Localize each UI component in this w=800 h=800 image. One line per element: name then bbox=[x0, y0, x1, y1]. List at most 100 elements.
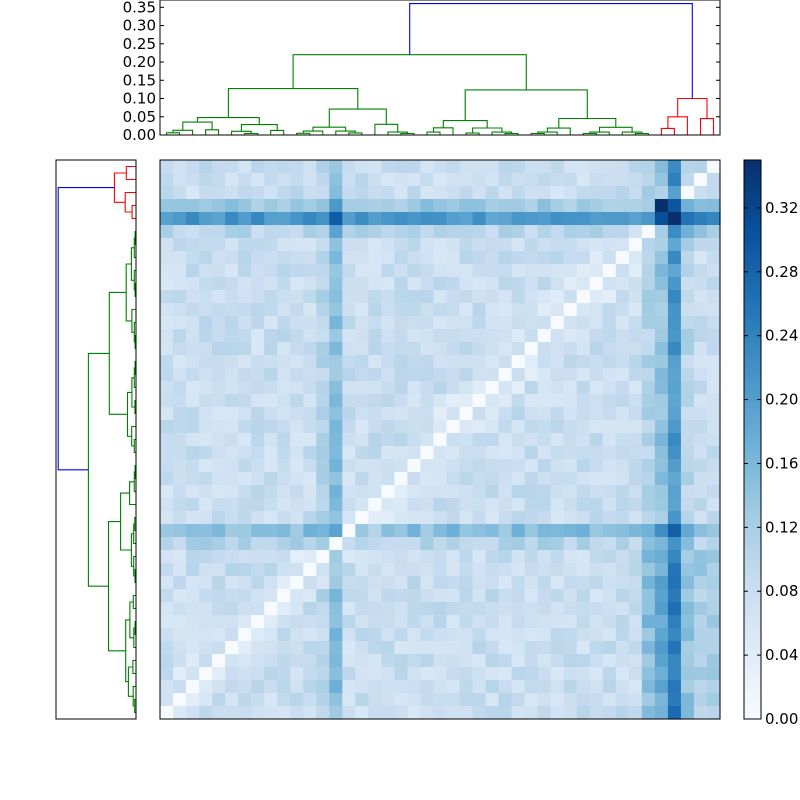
heatmap-cell bbox=[329, 511, 343, 525]
heatmap-cell bbox=[706, 407, 721, 421]
heatmap-cell bbox=[433, 602, 448, 616]
heatmap-cell bbox=[602, 329, 617, 343]
heatmap-cell bbox=[680, 485, 695, 499]
heatmap-cell bbox=[186, 680, 200, 694]
heatmap-cell bbox=[199, 446, 213, 460]
heatmap-cell bbox=[420, 615, 435, 629]
heatmap-cell bbox=[277, 251, 291, 265]
heatmap-cell bbox=[394, 693, 409, 707]
heatmap-cell bbox=[615, 524, 630, 538]
heatmap-cell bbox=[693, 446, 708, 460]
heatmap-cell bbox=[459, 433, 474, 447]
heatmap-cell bbox=[277, 667, 291, 681]
heatmap-cell bbox=[160, 511, 174, 525]
heatmap-cell bbox=[251, 199, 265, 213]
heatmap-cell bbox=[667, 290, 682, 304]
heatmap-cell bbox=[524, 485, 539, 499]
heatmap-cell bbox=[446, 160, 461, 174]
heatmap-cell bbox=[303, 225, 317, 239]
heatmap-cell bbox=[264, 329, 278, 343]
heatmap-cell bbox=[225, 706, 239, 720]
heatmap-cell bbox=[303, 368, 317, 382]
heatmap-cell bbox=[576, 290, 591, 304]
heatmap-cell bbox=[472, 186, 487, 200]
heatmap-cell bbox=[602, 433, 617, 447]
heatmap-cell bbox=[563, 459, 578, 473]
heatmap-cell bbox=[550, 316, 565, 330]
heatmap-cell bbox=[342, 238, 356, 252]
heatmap-cell bbox=[472, 511, 487, 525]
heatmap-cell bbox=[394, 550, 409, 564]
heatmap-cell bbox=[667, 225, 682, 239]
heatmap-cell bbox=[355, 628, 369, 642]
heatmap-cell bbox=[641, 433, 656, 447]
heatmap-cell bbox=[667, 381, 682, 395]
heatmap-cell bbox=[602, 472, 617, 486]
heatmap-cell bbox=[238, 589, 252, 603]
heatmap-cell bbox=[173, 433, 187, 447]
heatmap-cell bbox=[589, 173, 604, 187]
heatmap-cell bbox=[615, 381, 630, 395]
heatmap-cell bbox=[264, 264, 278, 278]
heatmap-cell bbox=[290, 316, 304, 330]
heatmap-cell bbox=[329, 589, 343, 603]
heatmap-cell bbox=[342, 654, 356, 668]
heatmap-cell bbox=[394, 368, 409, 382]
heatmap-cell bbox=[368, 290, 382, 304]
heatmap-cell bbox=[368, 264, 382, 278]
heatmap-cell bbox=[433, 212, 448, 226]
heatmap-cell bbox=[511, 511, 526, 525]
heatmap-cell bbox=[199, 407, 213, 421]
heatmap-cell bbox=[680, 329, 695, 343]
heatmap-cell bbox=[238, 160, 252, 174]
heatmap-cell bbox=[212, 576, 226, 590]
heatmap-cell bbox=[212, 459, 226, 473]
y-tick-label: 0.00 bbox=[123, 126, 156, 144]
heatmap-cell bbox=[641, 212, 656, 226]
heatmap-cell bbox=[589, 381, 604, 395]
heatmap-cell bbox=[251, 264, 265, 278]
heatmap-cell bbox=[420, 498, 435, 512]
heatmap-cell bbox=[303, 251, 317, 265]
heatmap-cell bbox=[498, 498, 513, 512]
heatmap-cell bbox=[485, 342, 500, 356]
heatmap-cell bbox=[680, 160, 695, 174]
heatmap-cell bbox=[329, 355, 343, 369]
heatmap-cell bbox=[550, 706, 565, 720]
heatmap-cell bbox=[680, 277, 695, 291]
heatmap-cell bbox=[602, 290, 617, 304]
heatmap-cell bbox=[394, 316, 409, 330]
heatmap-cell bbox=[667, 342, 682, 356]
heatmap-cell bbox=[160, 316, 174, 330]
heatmap-cell bbox=[238, 368, 252, 382]
heatmap-cell bbox=[680, 537, 695, 551]
heatmap-cell bbox=[485, 251, 500, 265]
heatmap-cell bbox=[511, 394, 526, 408]
heatmap-cell bbox=[355, 394, 369, 408]
heatmap-cell bbox=[407, 563, 422, 577]
heatmap-cell bbox=[225, 589, 239, 603]
heatmap-cell bbox=[446, 628, 461, 642]
heatmap-cell bbox=[472, 680, 487, 694]
heatmap-cell bbox=[303, 355, 317, 369]
heatmap-cell bbox=[511, 615, 526, 629]
heatmap-cell bbox=[303, 420, 317, 434]
heatmap-cell bbox=[342, 186, 356, 200]
heatmap-cell bbox=[329, 368, 343, 382]
heatmap-cell bbox=[485, 524, 500, 538]
heatmap-cell bbox=[316, 602, 330, 616]
heatmap-cell bbox=[212, 420, 226, 434]
heatmap-cell bbox=[251, 316, 265, 330]
heatmap-cell bbox=[368, 680, 382, 694]
heatmap-cell bbox=[355, 498, 369, 512]
heatmap-cell bbox=[329, 654, 343, 668]
heatmap-cell bbox=[342, 394, 356, 408]
heatmap-cell bbox=[355, 212, 369, 226]
heatmap-cell bbox=[472, 381, 487, 395]
heatmap-cell bbox=[472, 537, 487, 551]
heatmap-cell bbox=[641, 160, 656, 174]
heatmap-cell bbox=[355, 407, 369, 421]
heatmap-cell bbox=[160, 303, 174, 317]
heatmap-cell bbox=[433, 680, 448, 694]
colorbar-tick-label: 0.04 bbox=[765, 646, 798, 664]
